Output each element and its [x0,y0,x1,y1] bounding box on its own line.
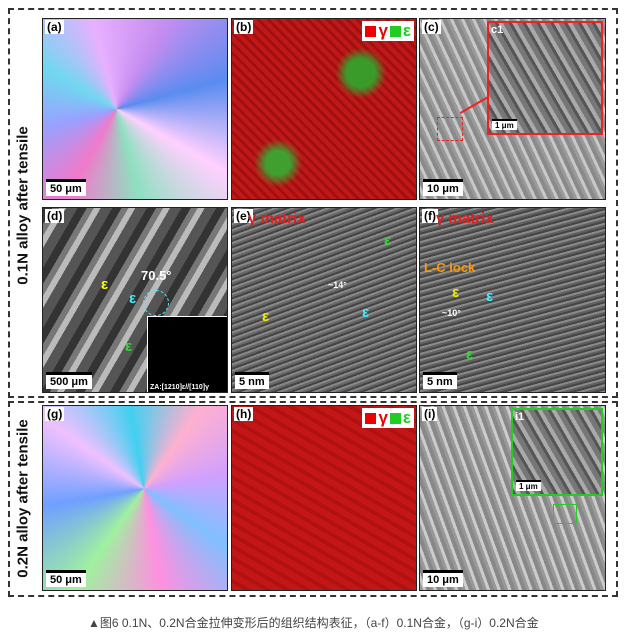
legend-label: ε [402,408,411,427]
diffraction-inset: ZA:[1210]ε//[110]γ [147,316,227,392]
row-label: 0.2N alloy after tensile [14,418,32,578]
legend-label: γ [378,408,388,427]
annotation: ε [101,276,109,293]
inset-label: i1 [515,411,525,423]
annotation: 70.5° [141,268,172,283]
group-frame [8,8,618,398]
panel-label: (e) [234,209,253,223]
row-label-wrap: 0.2N alloy after tensile [8,405,38,591]
region-marker [143,290,169,316]
inset: c1 1 μm [487,21,603,135]
sem-image: (c) c1 1 μm 10 μm [419,18,606,200]
ebsd-map: (g) 50 μm [42,405,228,591]
annotation: ε [125,338,133,355]
figure-caption: ▲图6 0.1N、0.2N合金拉伸变形后的组织结构表征，（a-f）0.1N合金，… [88,616,539,630]
legend-swatch [365,412,377,424]
group-frame [8,401,618,597]
panel-title: γ matrix [436,210,494,227]
scale-bar: 500 μm [46,372,92,389]
annotation: ε [362,304,370,321]
annotation: ε [486,288,494,305]
inset-scale-bar: 1 μm [492,119,517,130]
scale-bar: 50 μm [46,570,86,587]
inset-label: c1 [491,24,504,36]
scale-bar: 10 μm [423,179,463,196]
panel-label: (h) [234,407,254,421]
tem-image: (d) ε ε ε 70.5° ZA:[1210]ε//[110]γ 500 μ… [42,207,228,393]
annotation: ε [262,308,270,325]
annotation: ε [129,290,137,307]
panel-label: (d) [45,209,65,223]
legend-swatch [365,25,377,37]
region-marker [437,117,463,141]
panel-label: (b) [234,20,254,34]
panel-label: (f) [422,209,438,223]
legend-swatch [389,25,401,37]
diffraction-label: ZA:[1210]ε//[110]γ [150,384,209,391]
annotation: ε [466,346,474,363]
scale-bar: 50 μm [46,179,86,196]
row-label-wrap: 0.1N alloy after tensile [8,18,38,393]
hrtem-image: (e) γ matrix ε ε ε ~14° 5 nm [231,207,417,393]
annotation: L-C lock [424,260,476,275]
legend-label: γ [378,21,388,40]
panel-label: (g) [45,407,65,421]
legend-swatch [389,412,401,424]
inset: i1 1 μm [511,408,603,496]
sem-image: (i) i1 1 μm 10 μm [419,405,606,591]
annotation: ~14° [328,280,347,290]
panel-label: (i) [422,407,438,421]
annotation: ε [384,232,392,249]
region-marker [553,504,577,524]
panel-label: (a) [45,20,64,34]
scale-bar: 5 nm [423,372,457,389]
ebsd-map: (a) 50 μm [42,18,228,200]
scale-bar: 5 nm [235,372,269,389]
inset-scale-bar: 1 μm [516,480,541,491]
row-label: 0.1N alloy after tensile [14,126,32,285]
panel-title: γ matrix [248,210,306,227]
scale-bar: 10 μm [423,570,463,587]
legend-label: ε [402,21,411,40]
annotation: ε [452,284,460,301]
panel-label: (c) [422,20,441,34]
hrtem-image: (f) γ matrix L-C lock ε ε ε ~10° 5 nm [419,207,606,393]
annotation: ~10° [442,308,461,318]
